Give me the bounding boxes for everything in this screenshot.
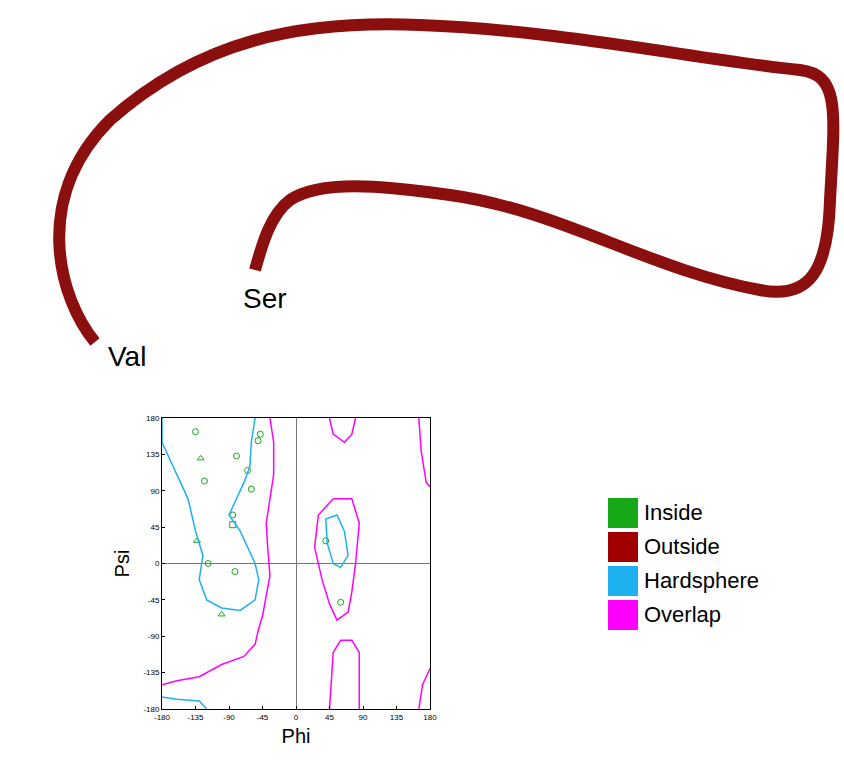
svg-text:-180: -180 — [154, 713, 171, 722]
svg-text:0: 0 — [155, 559, 160, 568]
svg-text:-135: -135 — [187, 713, 204, 722]
svg-text:Phi: Phi — [282, 725, 311, 747]
html-text:Hardsphere: Hardsphere — [644, 568, 759, 593]
svg-text:180: 180 — [423, 713, 437, 722]
svg-text:-90: -90 — [223, 713, 235, 722]
svg-text:Val: Val — [108, 341, 146, 372]
svg-text:45: 45 — [325, 713, 334, 722]
svg-text:45: 45 — [150, 523, 159, 532]
svg-text:90: 90 — [359, 713, 368, 722]
svg-text:-135: -135 — [143, 668, 160, 677]
svg-text:180: 180 — [146, 414, 160, 423]
svg-text:135: 135 — [390, 713, 404, 722]
html-text:Outside: Outside — [644, 534, 720, 559]
svg-text:Ser: Ser — [243, 283, 287, 314]
svg-text:0: 0 — [294, 713, 299, 722]
svg-text:90: 90 — [150, 487, 159, 496]
svg-text:135: 135 — [146, 450, 160, 459]
svg-text:-45: -45 — [148, 596, 160, 605]
svg-text:-180: -180 — [143, 705, 160, 714]
svg-text:-90: -90 — [148, 632, 160, 641]
svg-text:Psi: Psi — [111, 550, 133, 578]
html-text:Inside: Inside — [644, 500, 703, 525]
svg-text:-45: -45 — [257, 713, 269, 722]
html-text:Overlap: Overlap — [644, 602, 721, 627]
